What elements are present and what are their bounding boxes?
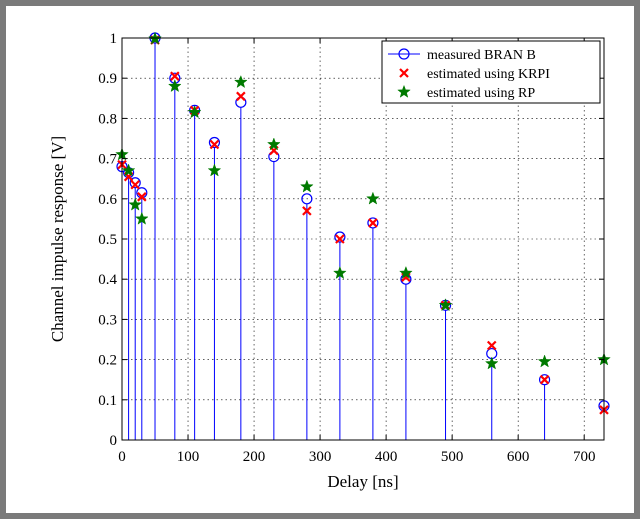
- y-tick-label: 0.5: [98, 232, 117, 248]
- x-tick-label: 500: [441, 449, 464, 465]
- measured-point: [538, 374, 551, 386]
- x-tick-labels: 0 100 200 300 400 500 600 700: [118, 449, 595, 465]
- legend: measured BRAN B estimated using KRPI estim…: [381, 40, 601, 104]
- y-tick-label: 1: [110, 31, 118, 47]
- krpi-point-stroke: [170, 71, 180, 81]
- measured-point: [334, 231, 346, 243]
- x-tick-label: 400: [375, 449, 398, 465]
- rp-point: [438, 298, 453, 312]
- y-tick-label: 0.1: [98, 393, 117, 409]
- rp-point: [167, 79, 182, 93]
- rp-point: [266, 137, 281, 151]
- krpi-point: [236, 91, 246, 102]
- x-tick-label: 700: [573, 449, 596, 465]
- krpi-point-stroke: [137, 192, 147, 202]
- y-tick-label: 0.3: [98, 312, 117, 328]
- krpi-point: [539, 374, 550, 385]
- y-tick-label: 0.2: [98, 353, 117, 369]
- rp-point: [233, 74, 248, 89]
- krpi-point-stroke: [209, 139, 220, 150]
- krpi-point: [302, 206, 312, 216]
- y-axis-label: Channel impulse response [V]: [48, 136, 67, 342]
- krpi-point-stroke: [539, 374, 550, 385]
- measured-point: [301, 193, 313, 205]
- legend-label: estimated using RP: [427, 86, 535, 101]
- stems: [121, 43, 605, 440]
- x-tick-label: 300: [309, 449, 332, 465]
- krpi-point: [130, 179, 140, 190]
- krpi-point: [368, 218, 378, 228]
- rp-point: [128, 197, 143, 211]
- measured-point: [398, 48, 410, 60]
- y-tick-label: 0.7: [98, 152, 117, 168]
- legend-label: measured BRAN B: [427, 48, 536, 63]
- y-tick-label: 0.6: [98, 192, 117, 208]
- krpi-point: [486, 340, 497, 351]
- krpi-point-stroke: [486, 340, 497, 351]
- legend-entry: estimated using RP: [397, 84, 535, 101]
- krpi-point: [335, 234, 345, 244]
- y-tick-label: 0.8: [98, 111, 117, 127]
- x-axis-label: Delay [ns]: [327, 472, 398, 491]
- rp-point: [399, 265, 413, 280]
- krpi-point-stroke: [302, 206, 312, 216]
- y-tick-labels: 0 0.1 0.2 0.3 0.4 0.5 0.6 0.7 0.8 0.9 1: [98, 31, 117, 449]
- rp-point: [333, 265, 347, 280]
- measured-point: [129, 177, 141, 189]
- rp-point: [121, 163, 136, 177]
- rp-point: [397, 84, 411, 98]
- measured-point: [367, 217, 379, 229]
- rp-point: [187, 105, 202, 119]
- legend-entry: estimated using KRPI: [399, 67, 550, 82]
- rp-point: [537, 354, 552, 368]
- legend-label: estimated using KRPI: [427, 67, 550, 82]
- krpi-point: [399, 68, 409, 78]
- legend-entry: measured BRAN B: [388, 48, 536, 63]
- krpi-point-stroke: [236, 91, 246, 102]
- rp-point: [207, 163, 222, 177]
- x-tick-label: 200: [243, 449, 266, 465]
- x-tick-label: 600: [507, 449, 530, 465]
- rp-point: [134, 211, 149, 225]
- legend-box: [381, 40, 601, 104]
- krpi-point-stroke: [399, 68, 409, 78]
- rp-point: [366, 191, 380, 205]
- x-tick-label: 0: [118, 449, 126, 465]
- krpi-point-stroke: [335, 234, 345, 244]
- rp-point: [484, 356, 499, 370]
- x-tick-label: 100: [177, 449, 200, 465]
- krpi-point-stroke: [130, 179, 140, 190]
- y-tick-label: 0.9: [98, 71, 117, 87]
- y-tick-label: 0: [110, 433, 118, 449]
- krpi-point: [170, 71, 180, 81]
- measured-point: [208, 136, 221, 149]
- krpi-point: [137, 192, 147, 202]
- y-tick-label: 0.4: [98, 272, 117, 288]
- krpi-point-stroke: [368, 218, 378, 228]
- rp-point: [299, 179, 314, 193]
- krpi-point: [209, 139, 220, 150]
